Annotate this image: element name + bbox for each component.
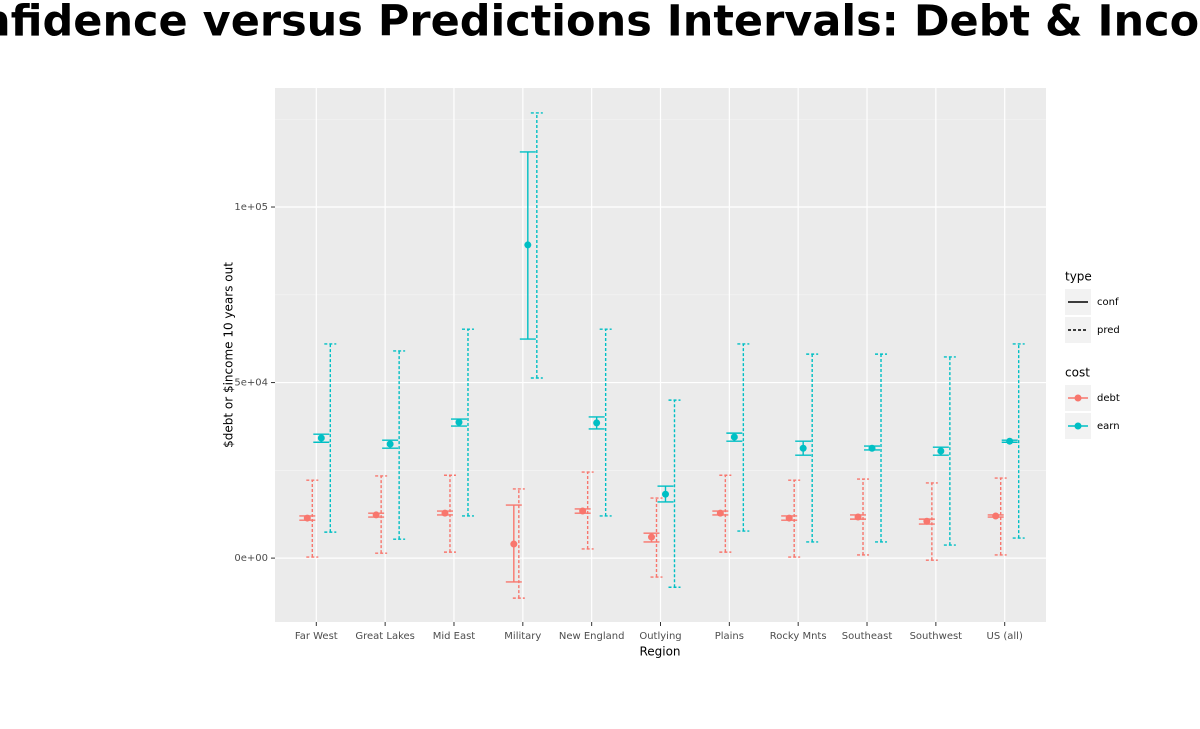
point: [785, 514, 793, 522]
legend-label: earn: [1097, 421, 1120, 432]
point: [510, 540, 518, 548]
point: [579, 507, 587, 515]
legend-point: [1074, 422, 1082, 430]
x-tick-label: Plains: [715, 631, 744, 642]
legend-label: debt: [1097, 393, 1120, 404]
x-tick-label: US (all): [987, 631, 1023, 642]
point: [455, 418, 463, 426]
point: [1006, 437, 1014, 445]
point: [854, 513, 862, 521]
legend: type cost: [1065, 270, 1092, 380]
x-tick-label: Southeast: [842, 631, 893, 642]
x-tick-label: New England: [559, 631, 625, 642]
y-tick-label: 5e+04: [234, 378, 268, 389]
point: [923, 517, 931, 525]
x-tick-label: Military: [504, 631, 541, 642]
point: [799, 444, 807, 452]
x-tick-label: Mid East: [433, 631, 476, 642]
legend-title: cost: [1065, 366, 1090, 380]
x-tick-label: Outlying: [639, 631, 681, 642]
x-tick-label: Far West: [295, 631, 338, 642]
x-tick-label: Rocky Mnts: [770, 631, 827, 642]
point: [992, 512, 1000, 520]
x-axis-title: Region: [639, 645, 680, 659]
legend-point: [1074, 394, 1082, 402]
point: [648, 533, 655, 541]
point: [372, 511, 380, 519]
point: [593, 419, 601, 427]
point: [524, 241, 532, 249]
y-tick-label: 1e+05: [234, 202, 268, 213]
legend-label: pred: [1097, 325, 1120, 336]
legend-title: type: [1065, 270, 1092, 284]
point: [386, 440, 394, 448]
y-axis-title: $debt or $income 10 years out: [222, 262, 236, 448]
legend-label: conf: [1097, 297, 1119, 308]
x-tick-label: Great Lakes: [355, 631, 415, 642]
point: [868, 444, 876, 452]
point: [317, 434, 325, 442]
point: [730, 433, 738, 441]
y-tick-label: 0e+00: [234, 553, 268, 564]
chart-title: Confidence versus Predictions Intervals:…: [0, 0, 1200, 47]
point: [937, 447, 945, 455]
point: [303, 514, 311, 522]
x-tick-label: Southwest: [910, 631, 963, 642]
point: [716, 509, 724, 517]
point: [662, 490, 669, 498]
point: [441, 509, 449, 517]
